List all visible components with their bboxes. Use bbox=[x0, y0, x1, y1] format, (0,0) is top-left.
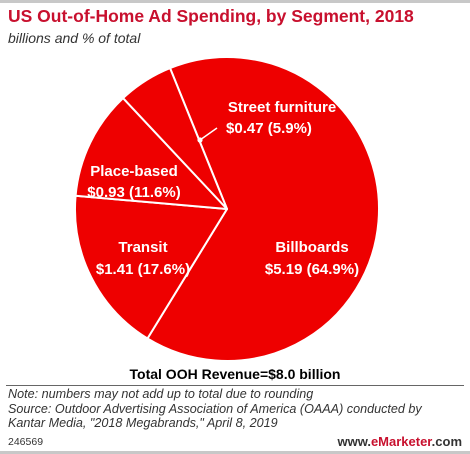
slice-label-transit: Transit $1.41 (17.6%) bbox=[96, 239, 190, 278]
slice-name-billboards: Billboards bbox=[275, 239, 348, 256]
chart-id: 246569 bbox=[8, 436, 44, 448]
emarketer-logo[interactable]: www.eMarketer.com bbox=[337, 434, 462, 449]
chart-title: US Out-of-Home Ad Spending, by Segment, … bbox=[8, 6, 414, 26]
pie-slice-place-based bbox=[74, 97, 228, 210]
slice-name-transit: Transit bbox=[118, 239, 167, 256]
top-rule bbox=[0, 0, 470, 3]
slice-value-street-furniture: $0.47 (5.9%) bbox=[226, 120, 312, 137]
slice-name-street-furniture: Street furniture bbox=[228, 99, 336, 116]
slice-label-street-furniture: Street furniture $0.47 (5.9%) bbox=[226, 99, 336, 137]
slice-value-transit: $1.41 (17.6%) bbox=[96, 261, 190, 278]
pie-slice-transit bbox=[74, 194, 228, 340]
street-furniture-leader-line bbox=[199, 127, 218, 141]
total-revenue-label: Total OOH Revenue=$8.0 billion bbox=[129, 366, 341, 382]
slice-value-place-based: $0.93 (11.6%) bbox=[87, 184, 180, 201]
source-note: Note: numbers may not add up to total du… bbox=[8, 387, 466, 431]
chart-subtitle: billions and % of total bbox=[8, 30, 141, 46]
footer-divider bbox=[6, 385, 464, 386]
slice-name-place-based: Place-based bbox=[90, 163, 178, 180]
pie-slice-street-furniture bbox=[122, 67, 228, 210]
slice-label-place-based: Place-based $0.93 (11.6%) bbox=[87, 163, 180, 201]
pie-slices bbox=[74, 56, 380, 362]
pie-slice-billboards bbox=[146, 56, 380, 362]
slice-label-billboards: Billboards $5.19 (64.9%) bbox=[265, 239, 359, 278]
street-furniture-leader-dot bbox=[197, 137, 203, 143]
bottom-rule bbox=[0, 451, 470, 454]
slice-value-billboards: $5.19 (64.9%) bbox=[265, 261, 359, 278]
note-line: Note: numbers may not add up to total du… bbox=[8, 387, 314, 401]
source-line: Source: Outdoor Advertising Association … bbox=[8, 401, 422, 416]
source-line: Kantar Media, "2018 Megabrands," April 8… bbox=[8, 416, 278, 430]
